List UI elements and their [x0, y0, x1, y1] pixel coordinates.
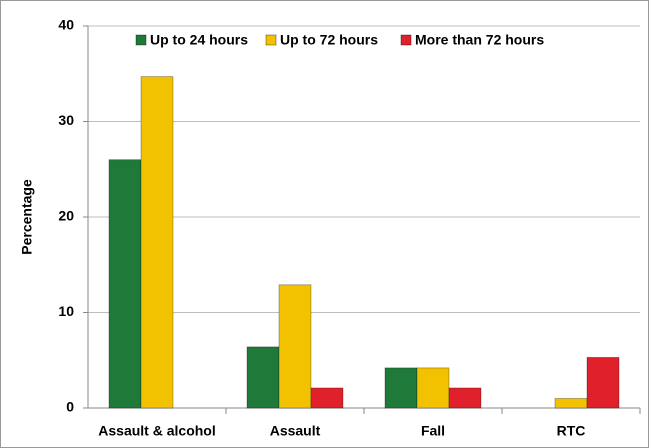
bar: [554, 398, 588, 409]
bar: [448, 387, 482, 409]
x-tick-label: RTC: [557, 423, 586, 439]
y-tick-label: 40: [58, 17, 74, 33]
bar: [586, 356, 620, 409]
legend-swatch: [400, 34, 412, 46]
y-tick-label: 10: [58, 303, 74, 319]
x-tick-label: Fall: [421, 423, 445, 439]
bar: [246, 346, 280, 409]
y-tick-label: 20: [58, 208, 74, 224]
bar: [108, 159, 142, 409]
bar: [278, 284, 312, 409]
legend-swatch: [265, 34, 277, 46]
x-tick-label: Assault: [270, 423, 321, 439]
x-tick-label: Assault & alcohol: [98, 423, 215, 439]
bar: [416, 367, 450, 409]
legend-swatch: [135, 34, 147, 46]
legend-label: More than 72 hours: [415, 32, 544, 48]
bar: [140, 76, 174, 409]
bar: [384, 367, 418, 409]
legend-label: Up to 24 hours: [150, 32, 248, 48]
y-tick-label: 0: [66, 399, 74, 415]
y-axis-label: Percentage: [19, 179, 35, 255]
legend-label: Up to 72 hours: [280, 32, 378, 48]
y-tick-label: 30: [58, 112, 74, 128]
bar: [310, 387, 344, 409]
